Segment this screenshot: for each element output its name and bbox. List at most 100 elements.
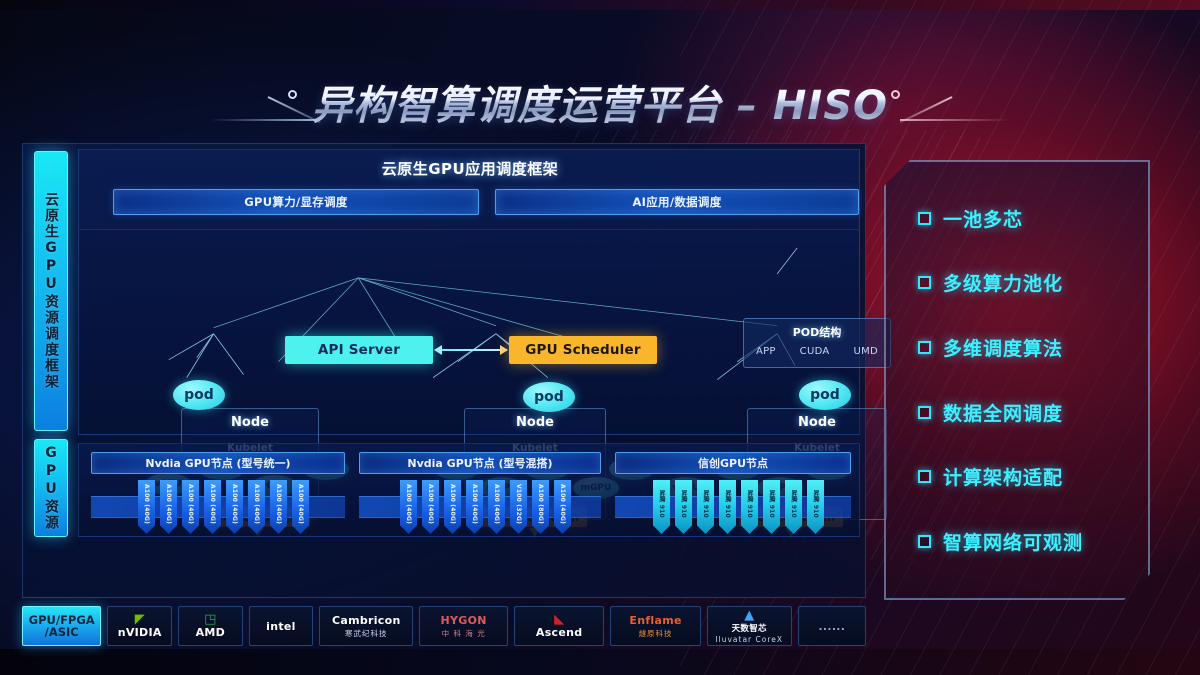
vendor-name: Cambricon [331,613,401,627]
vendor-amd[interactable]: ◳ AMD [178,606,243,646]
gpu-card-label: A100 (40G) [231,483,238,524]
vendor-gpu-fpga-asic[interactable]: GPU/FPGA/ASIC [22,606,102,646]
gpu-card-label: 昇腾 910 [680,490,687,518]
gpu-card-label: V100 (32G) [515,483,522,524]
vendor-hygon[interactable]: HYGON 中 科 海 光 [419,606,508,646]
pod-badge-1[interactable]: pod [173,380,225,410]
vendor-nvidia[interactable]: ◤ nVIDIA [107,606,172,646]
vendor-more[interactable]: ...... [797,606,866,646]
gpu-resource-panel: Nvdia GPU节点 (型号统一) Nvdia GPU节点 (型号混搭) 信创… [78,443,860,537]
feature-highlights-panel: 一池多芯多级算力池化 多维调度算法数据全网调度计算架构适配智算网络可观测 [884,160,1150,600]
pod-struct-item-cuda: CUDA [799,346,830,357]
gpu-card-label: 昇腾 910 [724,490,731,518]
feature-item-label: 数据全网调度 [943,402,1064,425]
gpu-card-label: A100 (40G) [143,483,150,524]
page-title-text: 异构智算调度运营平台 – HISO [296,73,904,131]
node-label-2: Node [516,415,554,430]
vendor-intel[interactable]: intel [248,606,314,646]
api-scheduler-connector [434,345,508,355]
gpu-card-label: 昇腾 910 [658,490,665,518]
gpu-card-1-1[interactable]: A100 (40G) [138,480,155,534]
vendor-enflame[interactable]: Enflame 燧原科技 [610,606,701,646]
api-server-box[interactable]: API Server [285,336,433,364]
bar-gpu-compute-memory-scheduling[interactable]: GPU算力/显存调度 [113,189,479,215]
gpu-card-3-4[interactable]: 昇腾 910 [719,480,736,534]
gpu-card-3-8[interactable]: 昇腾 910 [807,480,824,534]
gpu-card-2-6[interactable]: V100 (32G) [510,480,527,534]
pod-badge-2[interactable]: pod [523,382,575,412]
gpu-card-2-4[interactable]: A100 (40G) [466,480,483,534]
gpu-card-label: A100 (40G) [559,483,566,524]
vendor-name: Ascend [535,626,583,639]
gpu-card-3-3[interactable]: 昇腾 910 [697,480,714,534]
feature-item-label: 智算网络可观测 [943,532,1084,555]
panel-accent-1 [1156,312,1166,356]
gpu-card-1-6[interactable]: A100 (40G) [248,480,265,534]
bar-ai-app-data-scheduling[interactable]: AI应用/数据调度 [495,189,859,215]
gpu-node-group-title-1-label: Nvdia GPU节点 (型号统一) [145,457,291,470]
sidetab-cloud-native-framework-label: 云原生GPU资源调度框架 [43,192,59,390]
gpu-card-3-7[interactable]: 昇腾 910 [785,480,802,534]
feature-item-label: 一池多芯 [943,208,1024,231]
vendor-iluvatar-corex[interactable]: ▲ 天数智芯 Iluvatar CoreX [706,606,792,646]
gpu-node-group-title-3[interactable]: 信创GPU节点 [615,452,851,474]
gpu-card-3-2[interactable]: 昇腾 910 [675,480,692,534]
gpu-card-label: 昇腾 910 [790,490,797,518]
checkbox-square-icon [918,406,931,419]
vendor-logo-row: GPU/FPGA/ASIC ◤ nVIDIA ◳ AMD intel Cambricon 寒武… [22,606,866,646]
gpu-card-2-8[interactable]: A100 (40G) [554,480,571,534]
gpu-card-label: A100 (40G) [427,483,434,524]
vendor-mark-icon: ◳ [204,612,217,627]
vendor-ascend[interactable]: ◣ Ascend [513,606,605,646]
gpu-card-2-3[interactable]: A100 (40G) [444,480,461,534]
title-dot-right-icon [891,90,900,99]
gpu-card-1-8[interactable]: A100 (40G) [292,480,309,534]
feature-item-4[interactable]: 数据全网调度 [918,399,1138,426]
sidetab-gpu-resources: GPU资源 [34,439,68,537]
gpu-scheduler-box[interactable]: GPU Scheduler [509,336,657,364]
gpu-card-label: 昇腾 910 [812,490,819,518]
checkbox-square-icon [918,341,931,354]
gpu-card-label: A100 (80G) [537,483,544,524]
gpu-card-2-2[interactable]: A100 (40G) [422,480,439,534]
gpu-card-1-7[interactable]: A100 (40G) [270,480,287,534]
gpu-node-group-title-1[interactable]: Nvdia GPU节点 (型号统一) [91,452,345,474]
vendor-cambricon[interactable]: Cambricon 寒武纪科技 [319,606,414,646]
feature-item-6[interactable]: 智算网络可观测 [918,528,1138,555]
feature-item-3[interactable]: 多维调度算法 [918,334,1138,361]
gpu-card-3-5[interactable]: 昇腾 910 [741,480,758,534]
gpu-card-1-5[interactable]: A100 (40G) [226,480,243,534]
gpu-card-1-3[interactable]: A100 (40G) [182,480,199,534]
checkbox-square-icon [918,470,931,483]
gpu-card-1-2[interactable]: A100 (40G) [160,480,177,534]
gpu-card-3-6[interactable]: 昇腾 910 [763,480,780,534]
gpu-node-group-title-2[interactable]: Nvdia GPU节点 (型号混搭) [359,452,601,474]
title-decoration-right [900,119,1010,121]
gpu-card-1-4[interactable]: A100 (40G) [204,480,221,534]
pod-structure-items: APP CUDA UMD [744,346,890,357]
node-label-3: Node [798,415,836,430]
vendor-name: ...... [818,619,846,633]
pod-structure-box: POD结构 APP CUDA UMD [743,318,891,368]
feature-item-1[interactable]: 一池多芯 [918,205,1138,232]
gpu-card-label: A100 (40G) [449,483,456,524]
vendor-name: HYGON [440,613,487,627]
sidetab-gpu-resources-label: GPU资源 [43,445,59,531]
vendor-name: AMD [195,626,226,639]
feature-item-2[interactable]: 多级算力池化 [918,269,1138,296]
gpu-card-2-1[interactable]: A100 (40G) [400,480,417,534]
vendor-mark-icon: ▲ [744,607,755,623]
gpu-card-2-5[interactable]: A100 (40G) [488,480,505,534]
feature-item-5[interactable]: 计算架构适配 [918,463,1138,490]
gpu-card-label: A100 (40G) [493,483,500,524]
gpu-card-label: A100 (40G) [187,483,194,524]
feature-list: 一池多芯多级算力池化 多维调度算法数据全网调度计算架构适配智算网络可观测 [896,172,1138,588]
gpu-card-label: A100 (40G) [405,483,412,524]
gpu-card-3-1[interactable]: 昇腾 910 [653,480,670,534]
sidetab-cloud-native-framework: 云原生GPU资源调度框架 [34,151,68,431]
gpu-card-2-7[interactable]: A100 (80G) [532,480,549,534]
cloud-native-panel-title: 云原生GPU应用调度框架 [381,160,559,178]
pod-badge-3[interactable]: pod [799,380,851,410]
vendor-subtitle: Iluvatar CoreX [715,634,784,644]
